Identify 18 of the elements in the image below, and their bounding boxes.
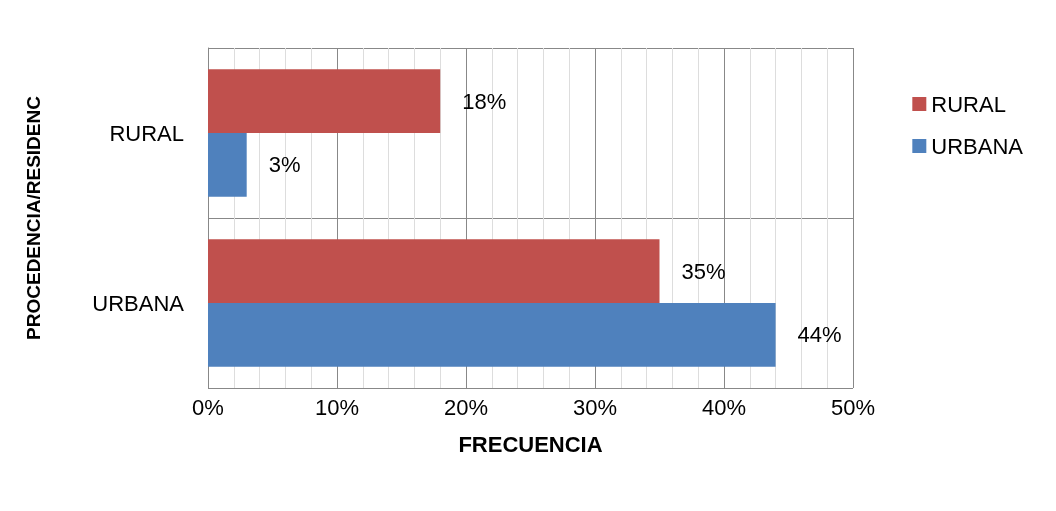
x-tick-label: 40% [701, 394, 747, 420]
data-label: 35% [681, 258, 726, 284]
bar [208, 239, 660, 303]
x-tick-label: 50% [830, 394, 876, 420]
data-label: 18% [462, 88, 507, 114]
x-tick-label: 30% [572, 394, 618, 420]
legend-label: RURAL [931, 91, 1006, 117]
data-label: 44% [797, 322, 842, 348]
bar [208, 69, 441, 133]
x-tick-label: 10% [314, 394, 360, 420]
x-tick-label: 20% [443, 394, 489, 420]
y-axis-title: PROCEDENCIA/RESIDENC [23, 95, 44, 340]
legend-label: URBANA [931, 133, 1024, 159]
x-axis-title: FRECUENCIA [458, 431, 603, 457]
x-tick-label: 0% [192, 394, 224, 420]
bar [208, 303, 776, 367]
data-label: 3% [268, 152, 301, 178]
bar [208, 133, 247, 197]
